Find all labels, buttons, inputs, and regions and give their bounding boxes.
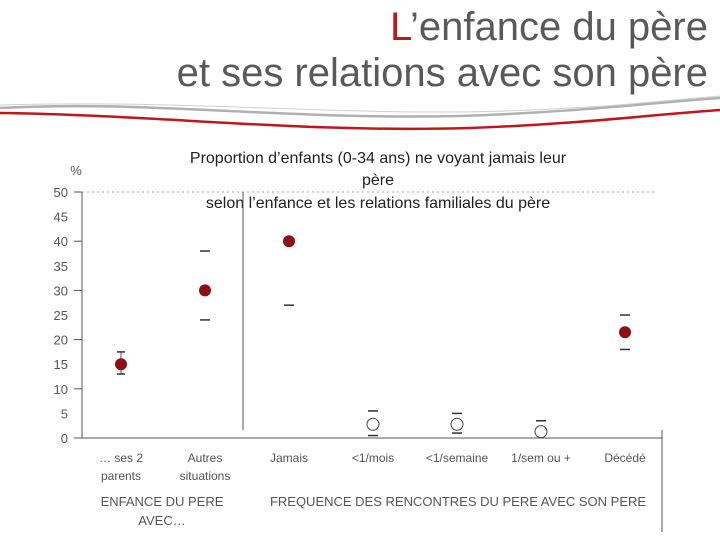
data-point-filled: [115, 358, 127, 371]
group-label-frequency: FREQUENCE DES RENCONTRES DU PERE AVEC SO…: [270, 494, 646, 509]
y-tick-label: 15: [54, 357, 68, 372]
chart-title-line-1: Proportion d’enfants (0-34 ans) ne voyan…: [190, 150, 567, 167]
x-tick-label: <1/mois: [352, 451, 394, 465]
y-tick-label: 35: [54, 259, 68, 274]
x-tick-label: Autres: [188, 451, 223, 465]
x-tick-label: 1/sem ou +: [511, 451, 571, 465]
data-point-filled: [199, 284, 211, 297]
y-tick-label: 30: [54, 283, 68, 298]
data-point-filled: [619, 326, 631, 339]
chart-title: Proportion d’enfants (0-34 ans) ne voyan…: [190, 150, 567, 212]
title-line-1: ’enfance du père: [409, 5, 708, 49]
title-line-2: et ses relations avec son père: [176, 51, 708, 95]
data-point-open: [366, 417, 380, 431]
slide-title: L’enfance du père et ses relations avec s…: [8, 4, 708, 96]
y-tick-label: 5: [61, 406, 68, 421]
decorative-swoosh: [0, 95, 720, 131]
y-tick-label: 50: [54, 185, 68, 200]
x-tick-label: situations: [180, 469, 231, 483]
chart-title-line-3: selon l’enfance et les relations familia…: [206, 195, 550, 212]
y-tick-label: 20: [54, 333, 68, 348]
data-point-filled: [283, 235, 295, 248]
y-tick-label: 25: [54, 308, 68, 323]
y-tick-label: 40: [54, 234, 68, 249]
chart-marks: [115, 235, 631, 439]
x-tick-label: Décédé: [604, 451, 646, 465]
group-label-childhood: ENFANCE DU PERE AVEC…: [101, 494, 224, 528]
x-tick-labels: … ses 2 parents Autres situations Jamais <1/m…: [99, 451, 646, 483]
x-tick-label: parents: [101, 469, 141, 483]
x-tick-label: <1/semaine: [426, 451, 489, 465]
y-axis-label: %: [70, 163, 82, 178]
chart-title-line-2: père: [362, 172, 394, 189]
data-point-open: [450, 417, 464, 431]
y-tick-label: 45: [54, 210, 68, 225]
data-point-open: [534, 425, 548, 439]
group-label-childhood-line-2: AVEC…: [138, 513, 185, 528]
group-label-childhood-line-1: ENFANCE DU PERE: [101, 494, 224, 509]
x-tick-label: … ses 2: [99, 451, 143, 465]
y-tick-label: 10: [54, 382, 68, 397]
y-ticks: 0 5 10 15 20 25 30 35 40 45 50: [54, 185, 82, 446]
x-tick-label: Jamais: [270, 451, 308, 465]
chart: Proportion d’enfants (0-34 ans) ne voyan…: [54, 150, 663, 532]
y-tick-label: 0: [61, 431, 68, 446]
title-first-letter: L: [389, 5, 410, 49]
